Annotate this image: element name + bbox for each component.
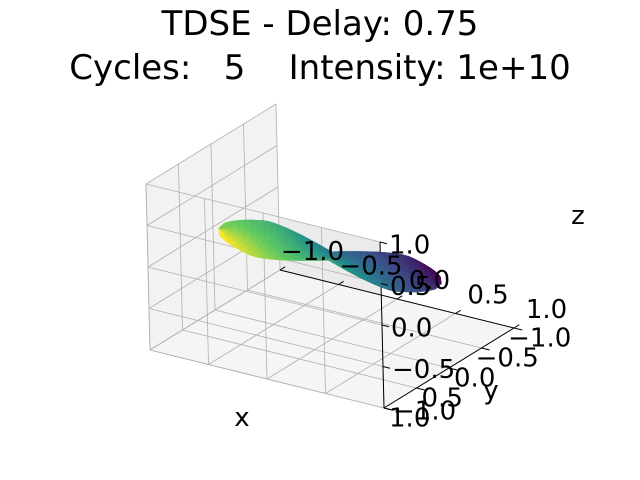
- x-tick-mark: [338, 280, 344, 285]
- x-tick-label: 0.0: [409, 266, 450, 296]
- y-gridline-left: [145, 183, 151, 351]
- z-tick-mark: [383, 407, 392, 411]
- x-axis-label: x: [234, 403, 249, 433]
- x-tick-label: 0.5: [467, 281, 508, 311]
- y-tick-mark: [513, 327, 523, 331]
- z-tick-mark: [381, 324, 390, 328]
- y-tick-label: −1.0: [508, 323, 571, 353]
- surface-patch: [234, 221, 244, 224]
- z-tick-label: 1.0: [389, 231, 430, 261]
- y-gridline-floor: [149, 349, 385, 409]
- x-tick-label: −1.0: [281, 237, 344, 267]
- z-tick-mark: [379, 241, 388, 245]
- y-tick-label: 1.0: [389, 403, 430, 433]
- z-tick-label: 0.5: [390, 272, 431, 302]
- z-tick-label: −1.0: [393, 397, 456, 427]
- x-tick-label: 1.0: [526, 295, 567, 325]
- y-tick-mark: [481, 347, 490, 351]
- z-tick-mark: [382, 366, 391, 369]
- z-tick-label: 0.0: [391, 314, 432, 344]
- grid-lines: [145, 103, 515, 409]
- y-tick-label: −0.5: [476, 343, 539, 373]
- z-tick-label: −0.5: [392, 355, 455, 385]
- z-gridline-left: [146, 145, 278, 226]
- y-gridline-floor: [182, 329, 417, 389]
- y-axis-label: y: [483, 376, 498, 406]
- z-axis-label: z: [571, 201, 585, 231]
- y-tick-mark: [448, 367, 458, 371]
- y-tick-mark: [416, 387, 425, 391]
- z-gridline-left: [147, 186, 279, 268]
- z-tick-mark: [380, 283, 389, 286]
- x-tick-label: −0.5: [339, 252, 402, 282]
- y-gridline-left: [178, 163, 183, 331]
- z-gridline-back: [145, 183, 381, 243]
- z-gridline-left: [145, 103, 277, 185]
- tick-labels: −1.0−0.5 0.0 0.5 1.0−1.0−0.50.00.51.0−1.0−0…: [279, 231, 571, 433]
- y-gridline-floor: [214, 309, 450, 369]
- x-tick-mark: [396, 295, 403, 300]
- z-gridline-back: [147, 266, 383, 326]
- y-tick-label: 0.5: [422, 383, 463, 413]
- x-tick-mark: [279, 266, 286, 271]
- surface-plot: [217, 219, 443, 293]
- chart-title-line-2: Cycles: 5 Intensity: 1e+10: [69, 48, 571, 88]
- y-tick-label: 0.0: [454, 363, 495, 393]
- x-gridline-floor: [325, 313, 456, 394]
- x-tick-mark: [455, 309, 461, 314]
- chart-title-line-1: TDSE - Delay: 0.75: [161, 4, 479, 44]
- x-tick-mark: [513, 324, 520, 329]
